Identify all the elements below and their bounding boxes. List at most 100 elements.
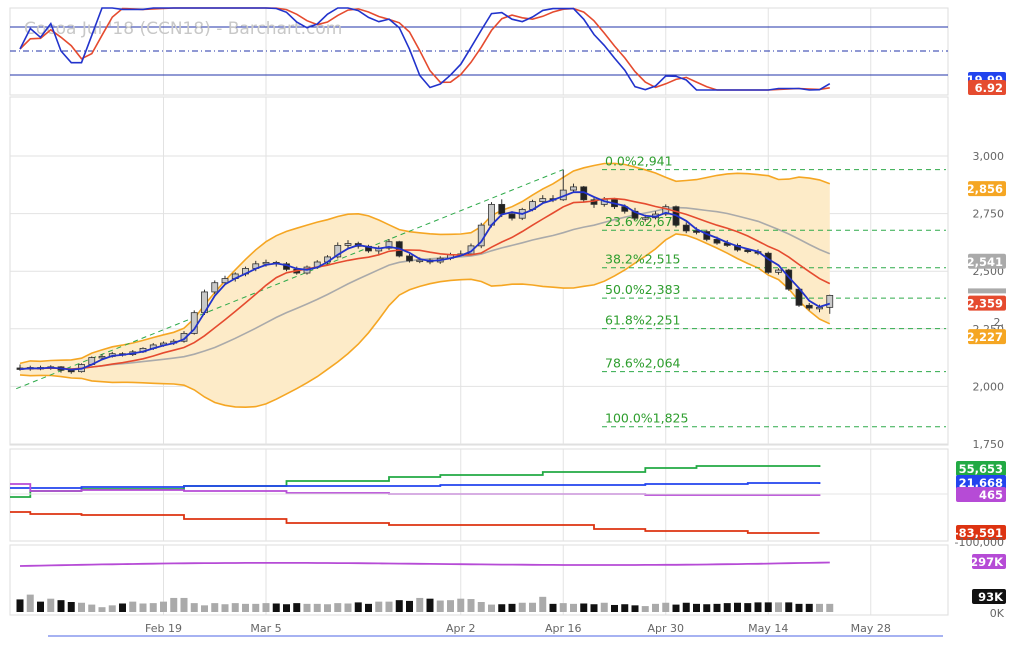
volume-bar (231, 603, 239, 612)
volume-bar (78, 602, 85, 612)
fib-pct: 50.0% (605, 282, 645, 297)
cot-axis-label: -100,000 (955, 536, 1004, 549)
cot-badge: 55,653 (959, 462, 1003, 476)
y-tick-label: 2,750 (973, 208, 1005, 221)
volume-bar (662, 602, 670, 612)
volume-bar (139, 603, 147, 612)
candle-body (262, 262, 270, 265)
volume-bar (652, 603, 659, 612)
cot-badge: 21,668 (959, 476, 1003, 490)
fib-pct: 38.2% (605, 252, 645, 267)
volume-bar (426, 598, 434, 612)
open-interest-badge: 297K (970, 555, 1004, 569)
bollinger-lower-line (19, 233, 831, 409)
y-tick-label: 2,000 (973, 380, 1005, 393)
volume-bar (447, 600, 454, 612)
candle-body (570, 186, 577, 191)
volume-bar (795, 603, 803, 612)
ma-fast-line (19, 191, 831, 371)
candle-body (344, 243, 352, 246)
volume-bar (395, 600, 403, 612)
bollinger-upper-line (19, 162, 831, 365)
volume-bar (744, 603, 752, 612)
x-tick-label: Feb 19 (145, 622, 182, 635)
volume-bar (344, 603, 352, 612)
candle-body (498, 203, 506, 215)
volume-bar (590, 604, 598, 612)
volume-bar (734, 602, 741, 612)
x-tick-label: Apr 30 (647, 622, 684, 635)
open-interest-line (19, 561, 830, 567)
price-badge: 2,856 (967, 182, 1003, 196)
y-tick-label: 1,750 (973, 438, 1005, 451)
fib-level-label: 78.6%2,064 (605, 356, 681, 371)
candle-body (693, 230, 700, 233)
cot-badge: -83,591 (954, 526, 1003, 540)
fib-level-label: 50.0%2,383 (605, 282, 681, 297)
volume-bar (805, 603, 813, 612)
volume-bar (488, 604, 495, 612)
cot-red-line (10, 511, 820, 534)
candle-body (682, 224, 690, 232)
volume-bar (180, 597, 188, 612)
volume-bar (272, 603, 280, 612)
fib-value: 2,064 (645, 356, 681, 371)
volume-bar (37, 601, 44, 612)
volume-bar (621, 604, 629, 612)
volume-badge-bg (972, 589, 1006, 604)
volume-bar (723, 603, 731, 612)
volume-bar (549, 603, 557, 612)
volume-bar (580, 603, 588, 612)
fib-pct: 0.0% (605, 154, 637, 169)
x-tick-label: Apr 2 (446, 622, 476, 635)
top-blue-line (19, 7, 831, 91)
volume-bar (375, 601, 383, 612)
fib-pct: 100.0% (605, 411, 653, 426)
volume-bar (406, 600, 413, 612)
volume-bar (641, 606, 649, 612)
volume-bar (631, 605, 639, 612)
candle-body (98, 356, 106, 359)
volume-bar (201, 605, 208, 612)
volume-bar (682, 602, 690, 612)
volume-bar (457, 598, 465, 612)
volume-bar (242, 603, 249, 612)
volume-bar (703, 604, 711, 612)
fib-pct: 23.6% (605, 214, 645, 229)
volume-bar (775, 602, 782, 612)
cot-badge-bg (956, 487, 1006, 502)
ma-medium-line (19, 197, 831, 370)
cot-badge-bg (956, 525, 1006, 540)
volume-bar (67, 602, 75, 612)
volume-bar (160, 601, 167, 612)
fib-value: 2,941 (637, 154, 673, 169)
volume-badge: 93K (978, 590, 1004, 604)
candle-body (221, 278, 229, 284)
volume-bar (611, 604, 618, 612)
candle-body (744, 249, 752, 253)
volume-bar (57, 600, 65, 612)
volume-bar (252, 603, 260, 612)
volume-bar (754, 602, 762, 612)
fib-value: 2,515 (645, 252, 681, 267)
candle-body (467, 245, 475, 255)
price-badge: 2,227 (967, 330, 1003, 344)
volume-bar (26, 594, 34, 612)
cot-blue-line (10, 482, 821, 489)
volume-bar (303, 603, 311, 612)
candle-body (416, 259, 424, 263)
volume-zero-label: 0K (990, 607, 1005, 620)
fib-level-label: 38.2%2,515 (605, 252, 681, 267)
candle-body (805, 304, 813, 309)
x-tick-label: Mar 5 (250, 622, 281, 635)
volume-bar (98, 607, 106, 612)
fib-pct: 78.6% (605, 356, 645, 371)
volume-bar (570, 603, 577, 612)
volume-bar (221, 604, 229, 612)
y-tick-label: 3,000 (973, 150, 1005, 163)
price-badge: 2,359 (967, 297, 1003, 311)
price-badge-sliver (968, 288, 1006, 294)
fib-pct: 61.8% (605, 313, 645, 328)
candle-body (826, 294, 834, 308)
fib-value: 1,825 (653, 411, 689, 426)
